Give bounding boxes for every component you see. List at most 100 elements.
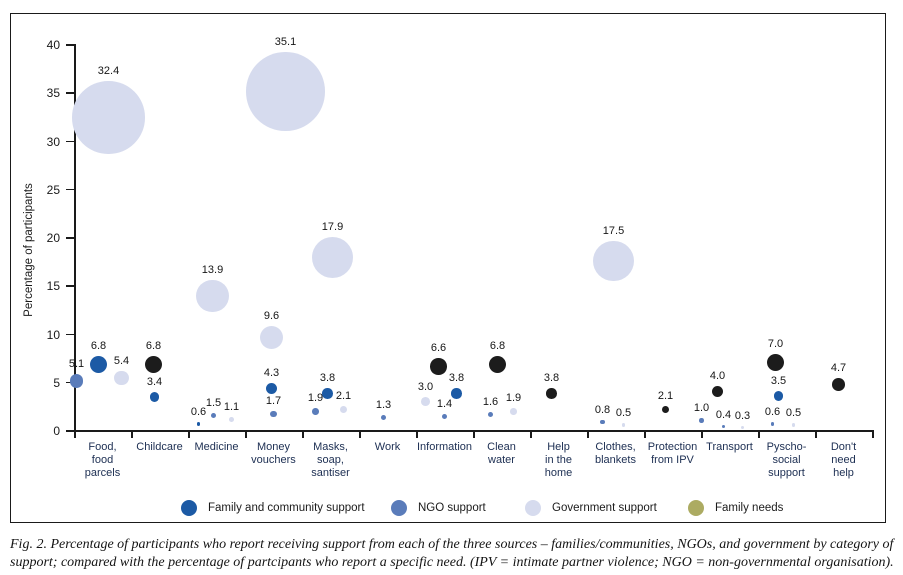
bubble-value-label: 0.5 [785, 407, 802, 420]
x-tick [74, 430, 76, 438]
bubble-value-label: 7.0 [767, 337, 784, 350]
x-category-label: Clothes, blankets [595, 441, 636, 466]
bubble-value-label: 0.6 [764, 406, 781, 419]
bubble-clothes-blankets [621, 423, 626, 427]
bubble-don-t-need-help [832, 378, 845, 391]
bubble-food-food-parcels [69, 374, 84, 388]
bubble-clean-water [510, 408, 517, 415]
legend-label: Family needs [715, 502, 784, 514]
x-tick [245, 430, 247, 438]
x-category-label: Transport [706, 441, 753, 453]
bubble-value-label: 5.1 [68, 358, 85, 371]
bubble-value-label: 1.6 [482, 395, 499, 408]
y-tick-label: 40 [46, 38, 60, 53]
figure-caption: Fig. 2. Percentage of participants who r… [10, 537, 894, 570]
x-tick [872, 430, 874, 438]
bubble-pyscho-social-support [766, 353, 785, 372]
bubble-value-label: 6.8 [90, 339, 107, 352]
legend-label: Government support [552, 502, 657, 514]
legend-item: Family needs [688, 493, 783, 523]
bubble-information [451, 388, 462, 399]
bubble-food-food-parcels [89, 355, 108, 373]
bubble-childcare [149, 392, 160, 403]
bubble-value-label: 0.4 [715, 408, 732, 421]
legend-swatch-family [181, 500, 197, 516]
bubble-value-label: 9.6 [263, 309, 280, 322]
y-tick-label: 10 [46, 327, 60, 342]
legend-item: Family and community support [181, 493, 365, 523]
y-tick [66, 333, 74, 336]
bubble-value-label: 3.4 [146, 376, 163, 389]
x-category-label: Clean water [487, 441, 516, 466]
bubble-value-label: 17.9 [321, 220, 344, 233]
bubble-value-label: 1.0 [693, 402, 710, 415]
x-category-label: Childcare [136, 441, 183, 453]
y-tick [66, 140, 74, 143]
bubble-value-label: 6.8 [489, 339, 506, 352]
bubble-clean-water [487, 411, 494, 418]
x-tick [701, 430, 703, 438]
bubble-money-vouchers [270, 410, 277, 417]
legend-label: NGO support [418, 502, 486, 514]
x-tick [758, 430, 760, 438]
bubble-value-label: 6.8 [145, 339, 162, 352]
bubble-masks-soap-santiser [322, 388, 333, 399]
x-tick [530, 430, 532, 438]
bubble-value-label: 2.1 [657, 390, 674, 403]
x-category-label: Food, food parcels [84, 441, 121, 479]
bubble-value-label: 6.6 [430, 342, 447, 354]
y-axis-line [74, 44, 76, 432]
bubble-value-label: 35.1 [274, 36, 297, 49]
bubble-medicine [196, 279, 229, 313]
x-tick [131, 430, 133, 438]
x-tick [416, 430, 418, 438]
legend-swatch-needs_legend [688, 500, 704, 516]
chart-frame: Percentage of participants 0 5 10 15 20 25 30 3… [10, 13, 886, 523]
y-tick-label: 0 [53, 424, 60, 438]
bubble-value-label: 4.3 [263, 366, 280, 379]
bubble-clean-water [488, 355, 507, 373]
x-tick [188, 430, 190, 438]
y-tick [66, 285, 74, 287]
legend-label: Family and community support [208, 502, 365, 514]
bubble-value-label: 0.5 [615, 407, 632, 420]
y-tick-label: 5 [53, 375, 60, 390]
bubble-value-label: 3.8 [543, 372, 560, 385]
y-tick [66, 92, 74, 94]
bubble-value-label: 1.7 [265, 394, 282, 407]
bubble-medicine [229, 417, 234, 422]
y-tick-label: 35 [46, 86, 60, 101]
bubble-pyscho-social-support [770, 422, 775, 427]
bubble-value-label: 3.8 [448, 372, 465, 385]
bubble-value-label: 4.7 [830, 362, 847, 375]
bubble-money-vouchers [265, 382, 278, 395]
bubble-work [380, 414, 387, 421]
bubble-information [421, 396, 430, 406]
bubble-value-label: 1.5 [205, 396, 222, 409]
bubble-value-label: 0.3 [734, 409, 751, 422]
legend-swatch-government [525, 500, 541, 516]
bubble-value-label: 5.4 [113, 354, 130, 367]
bubble-food-food-parcels [114, 370, 129, 385]
x-category-label: Protection from IPV [647, 441, 698, 466]
chart-legend: Family and community support NGO support G… [11, 493, 885, 523]
bubble-masks-soap-santiser [340, 406, 347, 414]
x-category-label: Money vouchers [251, 441, 296, 466]
bubble-medicine [196, 422, 201, 427]
x-tick [473, 430, 475, 438]
bubble-value-label: 0.6 [190, 406, 207, 419]
bubble-transport [740, 425, 745, 429]
y-tick [66, 430, 74, 432]
y-tick [66, 237, 74, 239]
bubble-value-label: 3.0 [417, 380, 434, 393]
bubble-medicine [210, 412, 217, 419]
bubble-value-label: 2.1 [335, 390, 352, 403]
bubble-pyscho-social-support [791, 423, 796, 427]
x-category-label: Work [374, 441, 401, 453]
x-category-label: Medicine [194, 441, 239, 453]
bubble-value-label: 1.3 [375, 398, 392, 411]
y-tick-label: 30 [46, 134, 60, 149]
bubble-transport [721, 424, 726, 428]
legend-item: Government support [525, 493, 657, 523]
